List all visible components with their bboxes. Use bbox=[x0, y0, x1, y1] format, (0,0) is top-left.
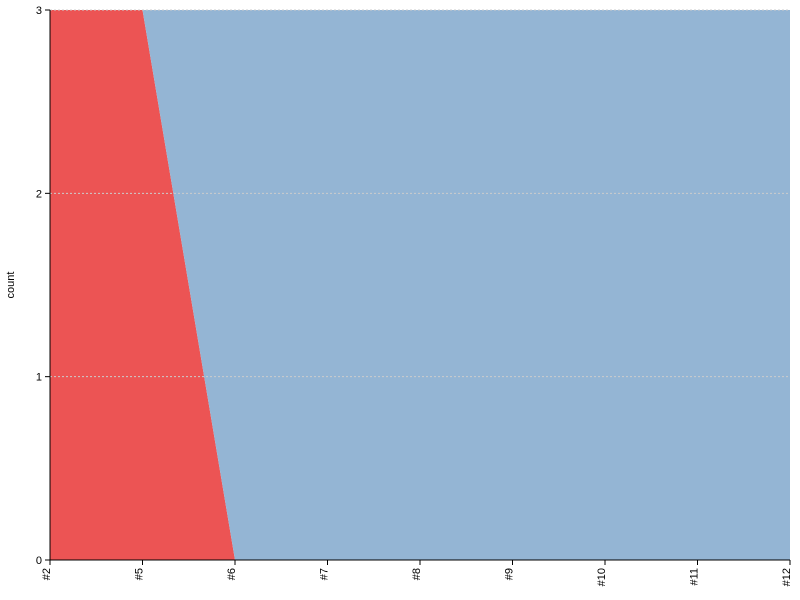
x-tick-label: #10 bbox=[596, 568, 608, 586]
y-tick-label: 3 bbox=[36, 5, 42, 17]
x-tick-label: #7 bbox=[319, 568, 331, 580]
area-chart: 0 1 2 3 #2 #5 #6 #7 #8 #9 #10 #11 #12 count bbox=[0, 0, 800, 600]
y-tick-label: 2 bbox=[36, 188, 42, 200]
x-tick-label: #6 bbox=[226, 568, 238, 580]
x-tick-label: #11 bbox=[689, 568, 701, 586]
x-tick-label: #2 bbox=[41, 568, 53, 580]
x-tick-label: #12 bbox=[781, 568, 793, 586]
x-tick-label: #5 bbox=[134, 568, 146, 580]
y-axis-label: count bbox=[5, 272, 17, 299]
y-tick-label: 1 bbox=[36, 372, 42, 384]
chart-svg: 0 1 2 3 #2 #5 #6 #7 #8 #9 #10 #11 #12 count bbox=[0, 0, 800, 600]
x-tick-label: #8 bbox=[411, 568, 423, 580]
x-tick-label: #9 bbox=[504, 568, 516, 580]
y-tick-label: 0 bbox=[36, 555, 42, 567]
